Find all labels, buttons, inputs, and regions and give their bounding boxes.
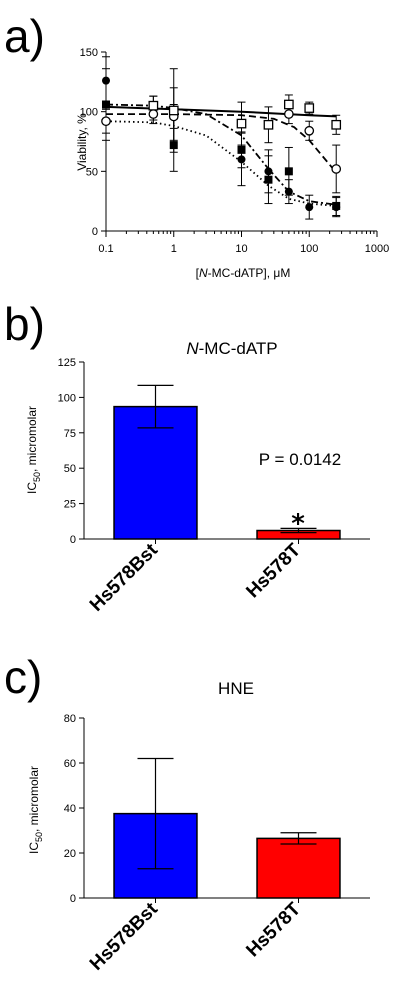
- panel-a-point-open-square: [304, 103, 315, 113]
- panel-a-point-filled-square: [169, 141, 178, 150]
- panel-b-y-tick-label: 25: [64, 499, 76, 511]
- panel-a-point-filled-square: [102, 100, 110, 109]
- panel-c-y-tick-label: 40: [64, 803, 76, 815]
- panel-a-x-axis-label: [N-MC-dATP], μM: [196, 266, 291, 280]
- panel-a-fit-curve-filled-circle: [105, 120, 337, 207]
- panel-c-category-label: Hs578Bst: [86, 898, 163, 975]
- panel-b-y-tick-label: 100: [58, 392, 76, 404]
- panel-a-point-open-circle: [284, 109, 294, 119]
- panel-c-bar-hs578t: [256, 837, 341, 899]
- panel-a-point-filled-circle: [284, 187, 293, 196]
- panel-a-y-tick-label: 50: [86, 166, 98, 178]
- panel-a-x-tick-label: 1000: [365, 243, 389, 255]
- panel-a-point-filled-square: [284, 167, 293, 176]
- panel-a-x-tick-label: 10: [235, 243, 247, 255]
- panel-b-title: N-MC-dATP: [186, 339, 277, 358]
- panel-c-category-label: Hs578T: [242, 898, 305, 961]
- panel-b-p-value: P = 0.0142: [259, 450, 341, 469]
- panel-b-y-tick-label: 75: [64, 428, 76, 440]
- panel-a-point-open-square: [148, 100, 159, 111]
- panel-b-y-tick-label: 0: [70, 534, 76, 546]
- panel-c-y-axis-label: IC50, micromolar: [27, 766, 44, 854]
- panel-a-point-open-square: [168, 105, 179, 116]
- panel-a-point-filled-circle: [264, 167, 273, 176]
- panel-b-category-label: Hs578T: [242, 539, 305, 602]
- panel-a-point-filled-square: [237, 145, 246, 154]
- panel-a-point-filled-square: [332, 201, 341, 210]
- panel-c-y-tick-label: 60: [64, 758, 76, 770]
- panel-a-x-tick-label: 1: [171, 243, 177, 255]
- panel-a-point-filled-circle: [305, 203, 314, 212]
- panel-a-y-axis-label: Viability, %: [75, 113, 89, 171]
- panel-a-x-tick-label: 0.1: [98, 243, 113, 255]
- panel-a-y-tick-label: 150: [80, 47, 98, 59]
- panel-a-x-tick-label: 100: [300, 243, 318, 255]
- panel-a-y-tick-label: 100: [80, 107, 98, 119]
- panel-a-point-open-circle: [331, 164, 342, 174]
- panel-b-y-tick-label: 50: [64, 463, 76, 475]
- panel-b-y-axis-label: IC50, micromolar: [25, 406, 42, 494]
- panel-a-fit-curve-open-circle: [106, 113, 337, 174]
- panel-a-point-filled-circle: [237, 155, 246, 164]
- panel-a-point-filled-circle: [102, 76, 110, 85]
- panel-a-point-open-square: [284, 99, 294, 110]
- panel-b-significance-marker: *: [291, 509, 305, 539]
- panel-a-point-open-square: [331, 119, 342, 130]
- panel-b-category-label: Hs578Bst: [86, 539, 163, 616]
- panel-c-title: HNE: [218, 679, 254, 698]
- panel-a-letter: a): [4, 10, 45, 62]
- panel-a-point-open-square: [263, 119, 274, 130]
- panel-c-chart: c) HNE 0 20 40 60 80 IC50, micromolar Hs578B…: [4, 651, 370, 975]
- panel-c-y-tick-label: 0: [70, 893, 76, 905]
- panel-c-letter: c): [4, 651, 42, 703]
- panel-c-y-tick-label: 20: [64, 848, 76, 860]
- panel-b-y-tick-label: 125: [58, 357, 76, 369]
- panel-a-fit-curve-filled-square: [105, 103, 337, 206]
- panel-a-point-open-circle: [148, 109, 159, 119]
- panel-b-chart: b) N-MC-dATP 0 25 50 75 100 125 IC50, micromo…: [4, 300, 370, 616]
- panel-a-point-filled-square: [264, 175, 273, 184]
- panel-a-point-open-circle: [101, 116, 111, 127]
- panel-c-y-tick-label: 80: [64, 713, 76, 725]
- panel-a-point-open-circle: [304, 125, 315, 136]
- panel-a-point-open-square: [236, 118, 247, 129]
- panel-b-letter: b): [4, 300, 45, 350]
- panel-a-y-tick-label: 0: [92, 226, 98, 238]
